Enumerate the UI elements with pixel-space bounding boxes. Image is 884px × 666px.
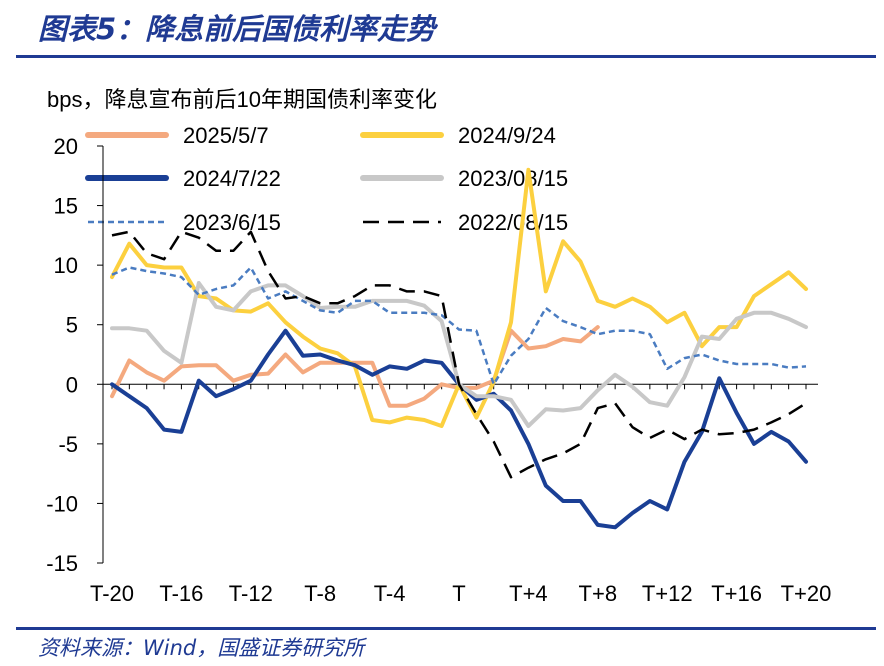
legend-label: 2022/08/15 [458, 210, 568, 235]
y-tick-label: 5 [66, 313, 78, 338]
y-tick-label: -15 [46, 551, 78, 576]
series-line-2023/6/15 [111, 266, 807, 386]
y-tick-label: 20 [54, 134, 78, 159]
y-tick-label: 10 [54, 253, 78, 278]
plot-area [110, 167, 808, 530]
x-tick-label: T+4 [509, 581, 548, 606]
x-axis: T-20 T-16 T-12 T-8 T-4 T T+4 T+8 T+12 T+16 T+20 [90, 383, 832, 606]
legend-label: 2023/6/15 [183, 210, 281, 235]
x-tick-label: T-12 [229, 581, 273, 606]
legend-label: 2024/9/24 [458, 123, 556, 148]
x-tick-label: T+20 [781, 581, 832, 606]
y-tick-label: -10 [46, 491, 78, 516]
y-tick-label: 0 [66, 372, 78, 397]
line-chart: bps，降息宣布前后10年期国债利率变化 2025/5/7 2024/9/2420… [46, 87, 832, 606]
title-divider [16, 55, 876, 58]
series-line-2022/08/15 [111, 230, 807, 479]
y-tick-label: -5 [58, 432, 78, 457]
x-tick-label: T-16 [159, 581, 203, 606]
x-tick-label: T+16 [711, 581, 762, 606]
x-tick-label: T+8 [579, 581, 618, 606]
series-line-2023/08/15 [110, 281, 808, 428]
x-tick-label: T-8 [304, 581, 336, 606]
x-tick-label: T-20 [90, 581, 134, 606]
x-tick-label: T+12 [642, 581, 693, 606]
legend-label: 2025/5/7 [183, 123, 269, 148]
x-tick-label: T-4 [374, 581, 406, 606]
series-line-2025/5/7 [110, 325, 600, 408]
footer-divider [16, 627, 876, 630]
y-axis: -15 -10 -5 0 5 10 15 20 [46, 134, 104, 576]
legend: 2025/5/7 2024/9/24 2024/7/22 2023/08/15 2023… [85, 123, 568, 235]
legend-label: 2023/08/15 [458, 166, 568, 191]
y-tick-label: 15 [54, 194, 78, 219]
legend-label: 2024/7/22 [183, 166, 281, 191]
chart-title: 图表5：降息前后国债利率走势 [38, 12, 436, 46]
y-axis-label: bps，降息宣布前后10年期国债利率变化 [47, 87, 437, 112]
source-note: 资料来源：Wind，国盛证券研究所 [38, 636, 365, 660]
x-tick-label: T [452, 581, 465, 606]
